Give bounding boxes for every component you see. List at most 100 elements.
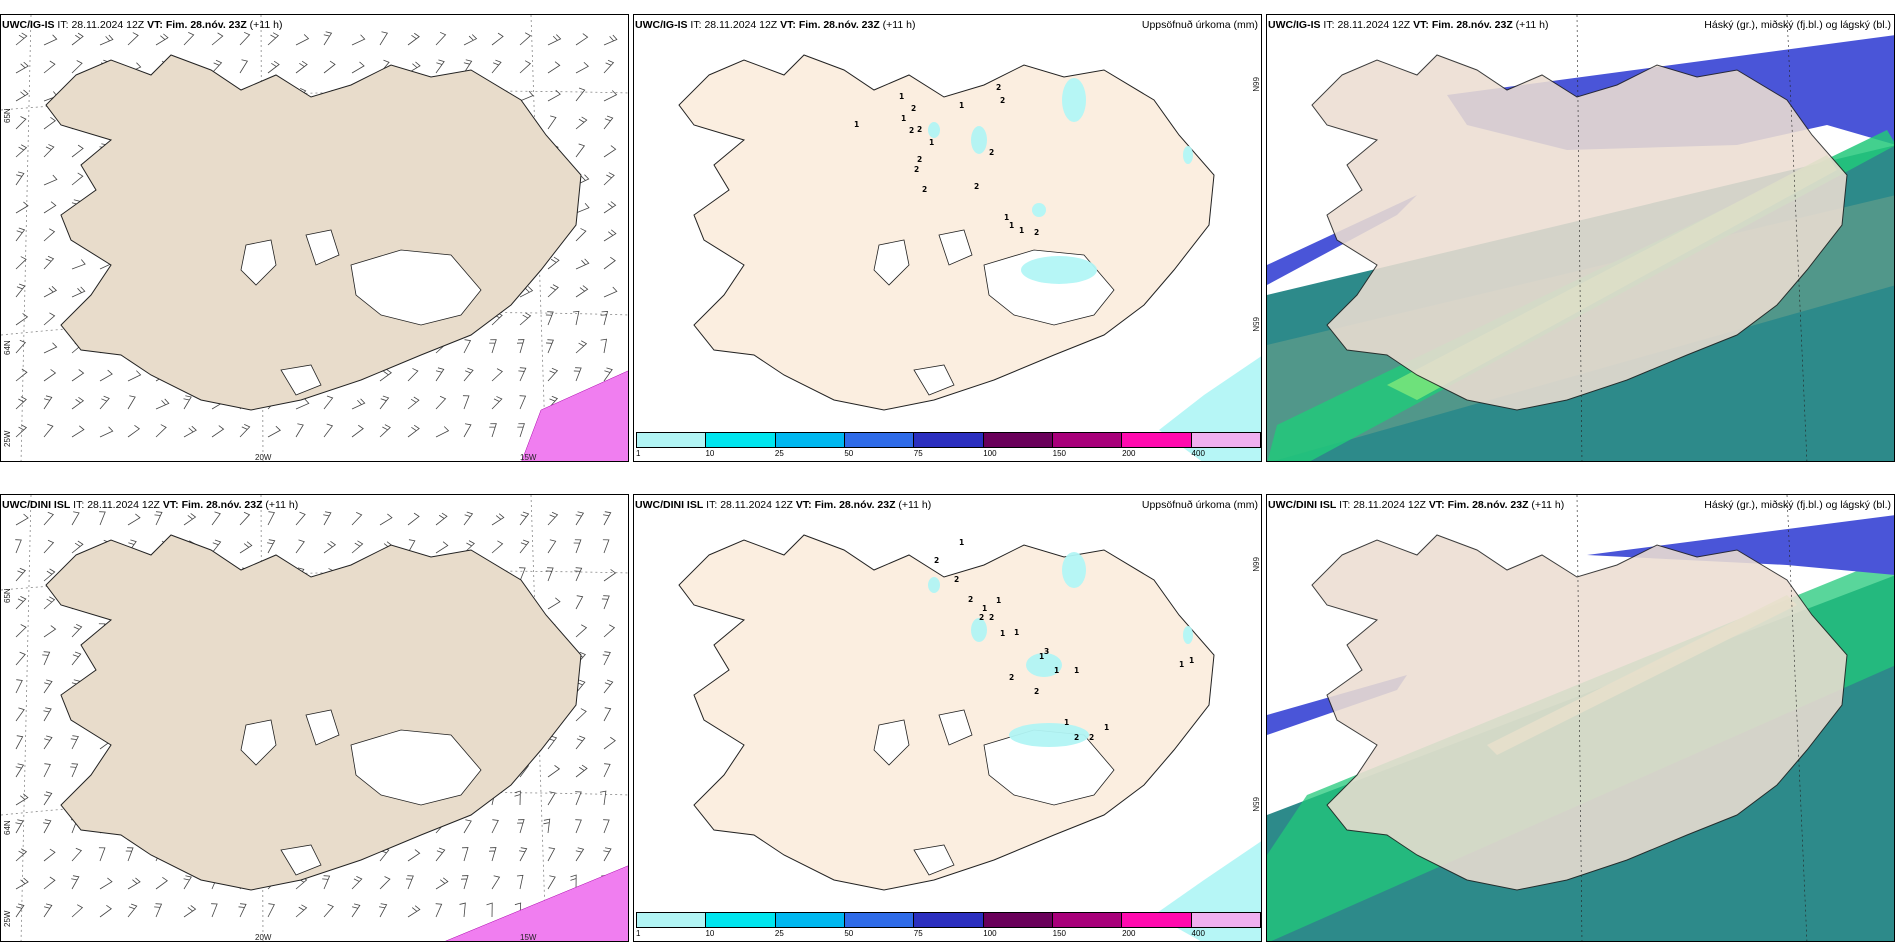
wind-barb — [70, 763, 79, 778]
wind-barb — [603, 115, 614, 130]
wind-barb — [183, 905, 197, 918]
wind-barb — [603, 256, 616, 270]
lon-label-20w: 20W — [255, 933, 272, 942]
wind-barb — [99, 34, 114, 46]
precip-value-label: 1 — [959, 101, 964, 110]
colorbar-swatch — [775, 913, 845, 927]
precip-title: Uppsöfnuð úrkoma (mm) — [1141, 19, 1258, 31]
wind-barb — [547, 791, 556, 806]
wind-barb — [15, 735, 24, 750]
precip-value-label: 2 — [968, 595, 973, 604]
wind-barb — [543, 818, 551, 834]
wind-barb — [351, 876, 363, 890]
wind-barb — [71, 847, 83, 862]
wind-barb — [491, 819, 499, 834]
wind-barb — [267, 425, 281, 438]
lat-label-65: 65N — [1251, 317, 1260, 332]
cloud-title: Háský (gr.), miðský (fj.bl.) og lágský (… — [1704, 19, 1891, 31]
wind-barb — [575, 33, 589, 46]
wind-barb — [43, 876, 56, 890]
wind-barb — [519, 847, 528, 862]
precip-value-label: 1 — [982, 604, 987, 613]
precip-value-label: 2 — [922, 185, 927, 194]
wind-barb — [435, 367, 445, 382]
wind-barb — [435, 903, 443, 918]
iceland-landmass — [45, 534, 582, 891]
precip-value-label: 3 — [1044, 647, 1049, 656]
wind-barb — [435, 847, 446, 862]
precip-value-label: 1 — [929, 138, 934, 147]
wind-barb — [489, 339, 497, 354]
wind-barb — [463, 339, 472, 354]
wind-barb — [407, 539, 416, 554]
precip-value-label: 2 — [979, 613, 984, 622]
wind-barb — [43, 511, 54, 526]
wind-barb — [211, 539, 222, 554]
wind-barb — [519, 511, 530, 526]
precip-value-label: 2 — [917, 155, 922, 164]
wind-barb — [267, 903, 275, 918]
wind-barb — [98, 847, 106, 862]
wind-barb — [239, 31, 251, 46]
wind-barb — [435, 877, 449, 890]
wind-barb — [127, 370, 142, 382]
wind-barb — [99, 511, 106, 526]
wind-barb — [573, 539, 582, 554]
wind-barb — [15, 144, 28, 158]
wind-barb — [547, 256, 560, 270]
wind-barb — [71, 397, 85, 410]
wind-barb — [71, 540, 84, 554]
wind-barb — [295, 34, 310, 46]
wind-barb — [15, 539, 22, 554]
wind-barb — [575, 87, 586, 102]
wind-barb — [323, 903, 334, 918]
wind-barb — [99, 877, 113, 890]
wind-barb — [491, 368, 503, 382]
wind-barb — [603, 34, 618, 46]
wind-barb — [71, 623, 83, 638]
iceland-landmass — [1311, 534, 1848, 891]
wind-barb — [547, 511, 559, 526]
colorbar-tick-label: 400 — [1191, 929, 1205, 938]
wind-barb — [267, 32, 280, 46]
precip-value-label: 1 — [1064, 718, 1069, 727]
wind-barb — [603, 367, 613, 382]
wind-barb — [15, 819, 24, 834]
wind-barb — [575, 764, 588, 778]
wind-barb — [575, 116, 588, 130]
wind-barb — [351, 424, 364, 438]
wind-barb — [407, 424, 420, 438]
wind-barb — [575, 202, 590, 214]
wind-barb — [15, 567, 27, 582]
colorbar-tick-label: 50 — [844, 449, 854, 458]
wind-barb — [127, 425, 141, 438]
lat-label-64: 64N — [3, 820, 12, 835]
wind-barb — [516, 339, 525, 354]
precip-value-label: 1 — [1104, 723, 1109, 732]
precip-value-label: 2 — [1034, 228, 1039, 237]
wind-barb — [15, 624, 27, 638]
wind-barb — [323, 60, 336, 74]
wind-barb — [603, 286, 618, 298]
wind-barb — [43, 791, 53, 806]
precip-value-label: 2 — [989, 613, 994, 622]
wind-barb — [463, 34, 478, 46]
wind-map-panel-dini: UWC/DINI ISL IT: 28.11.2024 12Z VT: Fim.… — [0, 494, 629, 942]
wind-barb — [43, 116, 56, 130]
wind-barb — [351, 61, 365, 74]
wind-barb — [463, 511, 474, 526]
precip-value-label: 1 — [1009, 221, 1014, 230]
wind-barb — [43, 395, 53, 410]
wind-barb — [211, 511, 221, 526]
lat-label-66: 66N — [1251, 557, 1260, 572]
precip-value-label: 1 — [1019, 226, 1024, 235]
wind-barb — [211, 903, 218, 918]
colorbar-tick-label: 200 — [1122, 449, 1136, 458]
wind-barb — [43, 596, 56, 610]
wind-barb — [155, 876, 168, 890]
wind-barb — [15, 171, 25, 186]
lon-label-15w: 15W — [520, 453, 537, 462]
wind-barb — [43, 369, 57, 382]
wind-barb — [15, 877, 29, 890]
